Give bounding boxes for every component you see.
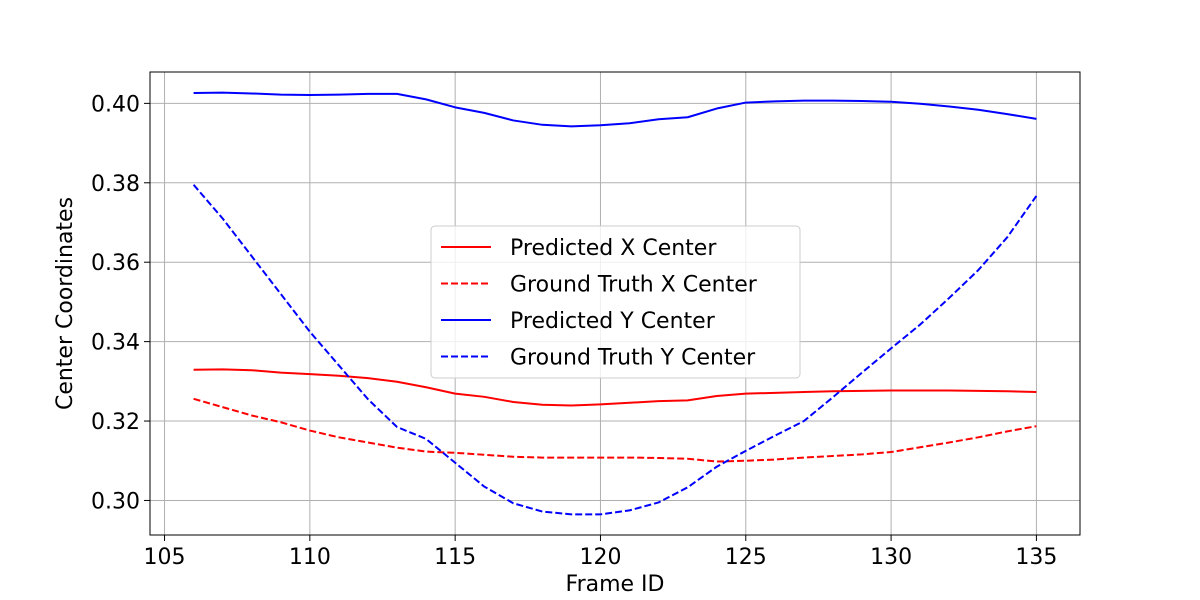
series-line-predicted-y-center: [193, 91, 1037, 128]
axis-ticks: 105 110 115 120 125 130 135 0.30 0.32 0.34 0.36 0.3…: [91, 92, 1057, 570]
x-axis-title: Frame ID: [566, 572, 665, 597]
legend-box: [430, 225, 801, 379]
legend: Predicted X Center Ground Truth X Center P…: [430, 225, 801, 379]
y-axis-title: Center Coordinates: [53, 197, 78, 410]
x-tick-label: 110: [289, 545, 331, 570]
x-tick-label: 125: [725, 545, 767, 570]
y-tick-label: 0.36: [91, 251, 140, 276]
legend-label: Ground Truth X Center: [510, 273, 758, 298]
x-tick-label: 135: [1015, 545, 1057, 570]
x-tick-label: 120: [579, 545, 621, 570]
legend-label: Predicted Y Center: [510, 309, 716, 334]
x-tick-label: 115: [434, 545, 476, 570]
y-tick-label: 0.30: [91, 489, 140, 514]
y-tick-label: 0.38: [91, 172, 140, 197]
x-tick-label: 105: [144, 545, 186, 570]
plot-area-frame: [149, 71, 1081, 536]
series-line-predicted-x-center: [193, 368, 1037, 407]
series-line-ground-truth-x-center: [193, 397, 1037, 463]
legend-label: Ground Truth Y Center: [510, 346, 756, 371]
series-lines: [192, 91, 1038, 516]
legend-label: Predicted X Center: [510, 236, 717, 261]
y-tick-label: 0.32: [91, 410, 140, 435]
y-tick-label: 0.34: [91, 331, 140, 356]
series-line-ground-truth-y-center: [192, 184, 1038, 516]
x-tick-label: 130: [870, 545, 912, 570]
y-tick-label: 0.40: [91, 92, 140, 117]
